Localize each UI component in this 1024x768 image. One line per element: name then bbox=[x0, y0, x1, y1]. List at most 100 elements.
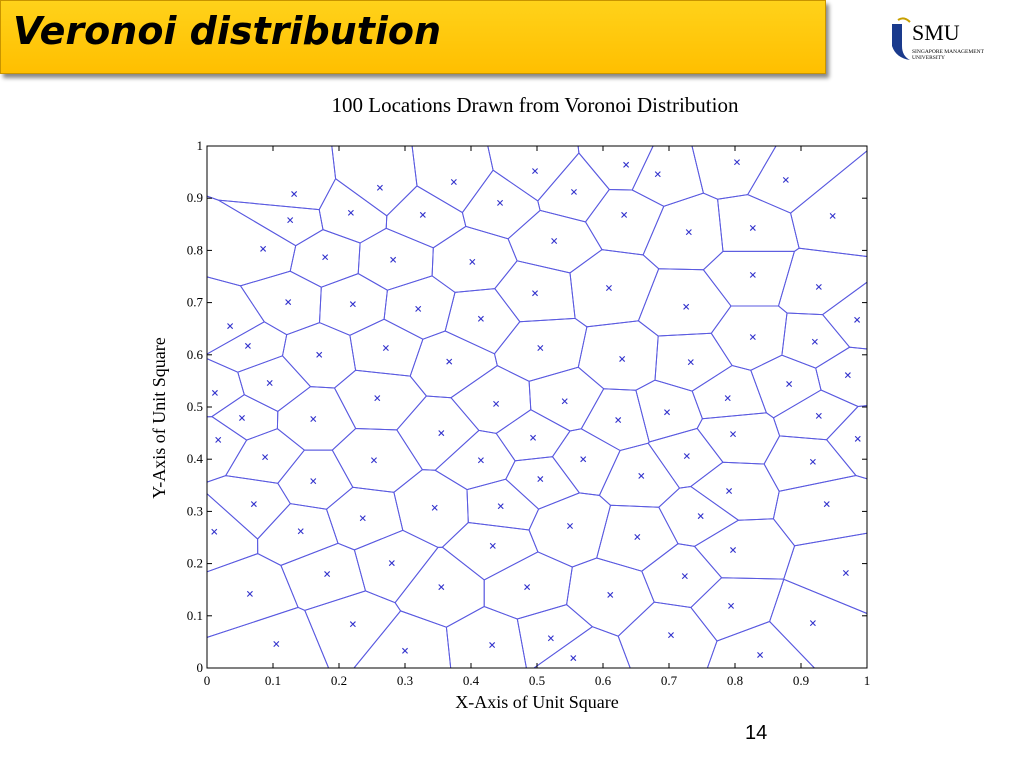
point-marker bbox=[532, 290, 539, 297]
point-marker bbox=[733, 159, 740, 166]
point-marker bbox=[227, 323, 234, 330]
voronoi-cell bbox=[333, 369, 428, 431]
point-marker bbox=[244, 342, 251, 349]
point-marker bbox=[297, 528, 304, 535]
logo-name: SMU bbox=[912, 20, 960, 45]
voronoi-cell bbox=[409, 330, 498, 399]
point-marker bbox=[605, 284, 612, 291]
point-marker bbox=[415, 305, 422, 312]
point-marker bbox=[250, 501, 257, 508]
point-marker bbox=[537, 345, 544, 352]
point-marker bbox=[211, 528, 218, 535]
voronoi-cell bbox=[257, 503, 339, 566]
x-tick-label: 0.8 bbox=[727, 673, 743, 688]
voronoi-cell bbox=[696, 412, 781, 465]
voronoi-cell bbox=[444, 288, 521, 355]
point-marker bbox=[615, 417, 622, 424]
y-tick-label: 0.6 bbox=[187, 347, 204, 362]
voronoi-cell bbox=[772, 389, 859, 441]
point-marker bbox=[349, 301, 356, 308]
point-marker bbox=[324, 571, 331, 578]
point-marker bbox=[623, 161, 630, 168]
voronoi-cell bbox=[577, 145, 654, 191]
point-marker bbox=[310, 416, 317, 422]
y-tick-label: 0.8 bbox=[187, 242, 203, 257]
voronoi-cell bbox=[206, 276, 266, 355]
x-tick-label: 0.2 bbox=[331, 673, 347, 688]
voronoi-cell bbox=[211, 394, 279, 441]
voronoi-cell bbox=[237, 355, 312, 412]
point-marker bbox=[683, 453, 690, 460]
point-marker bbox=[359, 515, 366, 522]
voronoi-cell bbox=[537, 152, 610, 223]
y-tick-label: 0.1 bbox=[187, 608, 203, 623]
page-number: 14 bbox=[745, 722, 768, 744]
point-marker bbox=[724, 395, 731, 402]
voronoi-cell bbox=[693, 518, 796, 580]
point-marker bbox=[450, 179, 457, 186]
y-axis-label: Y-Axis of Unit Square bbox=[149, 337, 169, 498]
point-marker bbox=[809, 458, 816, 465]
voronoi-cell bbox=[631, 145, 704, 207]
x-tick-label: 0.4 bbox=[463, 673, 480, 688]
voronoi-cell bbox=[710, 305, 788, 371]
point-marker bbox=[260, 245, 267, 252]
voronoi-cell bbox=[516, 604, 594, 669]
voronoi-cell bbox=[206, 195, 297, 287]
voronoi-cell bbox=[434, 429, 516, 491]
point-marker bbox=[438, 430, 445, 437]
point-marker bbox=[561, 398, 568, 405]
point-marker bbox=[530, 434, 537, 441]
point-marker bbox=[388, 560, 395, 567]
voronoi-cell bbox=[658, 485, 740, 547]
voronoi-cell bbox=[689, 461, 780, 521]
voronoi-cell bbox=[276, 386, 357, 451]
voronoi-cell bbox=[691, 145, 777, 200]
point-marker bbox=[607, 591, 614, 598]
x-tick-label: 0.6 bbox=[595, 673, 612, 688]
x-tick-label: 0 bbox=[204, 673, 211, 688]
point-marker bbox=[570, 188, 577, 195]
y-tick-label: 0.2 bbox=[187, 556, 203, 571]
voronoi-cell bbox=[325, 486, 404, 551]
point-marker bbox=[681, 573, 688, 580]
voronoi-cell bbox=[821, 281, 868, 350]
point-marker bbox=[844, 372, 851, 379]
y-tick-label: 1 bbox=[197, 138, 204, 153]
voronoi-cell bbox=[569, 249, 660, 328]
point-marker bbox=[246, 590, 253, 597]
voronoi-cell bbox=[769, 578, 868, 669]
voronoi-cell bbox=[280, 542, 367, 611]
point-marker bbox=[469, 258, 476, 265]
point-marker bbox=[580, 456, 587, 463]
voronoi-cell bbox=[411, 145, 494, 214]
voronoi-cell bbox=[635, 379, 703, 443]
point-marker bbox=[497, 199, 504, 206]
slide-title: Veronoi distribution bbox=[13, 9, 442, 53]
point-marker bbox=[749, 334, 756, 341]
point-marker bbox=[683, 303, 690, 310]
voronoi-cell bbox=[691, 364, 768, 420]
point-marker bbox=[654, 171, 661, 178]
point-marker bbox=[262, 454, 269, 461]
point-marker bbox=[815, 412, 822, 419]
point-marker bbox=[730, 431, 737, 438]
point-marker bbox=[285, 299, 292, 306]
y-tick-label: 0 bbox=[197, 660, 204, 675]
voronoi-cell bbox=[206, 357, 245, 418]
point-marker bbox=[815, 283, 822, 290]
point-marker bbox=[621, 211, 628, 218]
y-tick-label: 0.5 bbox=[187, 399, 203, 414]
point-marker bbox=[446, 358, 453, 365]
voronoi-cell bbox=[641, 543, 723, 609]
x-tick-label: 0.9 bbox=[793, 673, 809, 688]
voronoi-cell bbox=[396, 395, 480, 471]
point-marker bbox=[537, 476, 544, 483]
point-marker bbox=[664, 409, 671, 416]
voronoi-cell bbox=[206, 606, 330, 669]
voronoi-cell bbox=[647, 427, 724, 489]
voronoi-cell bbox=[495, 409, 571, 462]
voronoi-cell bbox=[445, 605, 528, 669]
voronoi-cell bbox=[393, 469, 469, 548]
voronoi-cell bbox=[331, 427, 424, 493]
